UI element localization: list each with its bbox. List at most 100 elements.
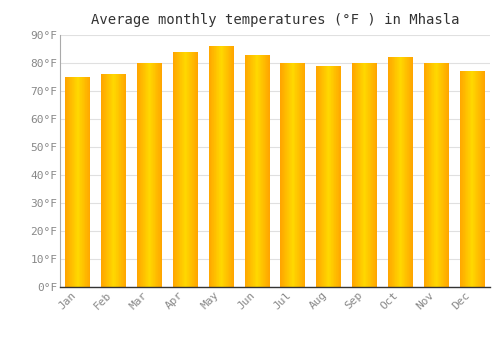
Bar <box>217 46 218 287</box>
Bar <box>106 74 107 287</box>
Bar <box>186 52 188 287</box>
Bar <box>116 74 117 287</box>
Bar <box>102 74 103 287</box>
Bar <box>436 63 437 287</box>
Bar <box>370 63 371 287</box>
Bar <box>250 55 251 287</box>
Bar <box>244 55 245 287</box>
Bar <box>326 66 327 287</box>
Bar <box>232 46 233 287</box>
Bar <box>318 66 320 287</box>
Bar <box>247 55 248 287</box>
Bar <box>430 63 431 287</box>
Bar <box>74 77 75 287</box>
Bar <box>103 74 104 287</box>
Bar <box>255 55 256 287</box>
Bar <box>220 46 221 287</box>
Bar <box>330 66 332 287</box>
Bar <box>189 52 190 287</box>
Bar <box>248 55 249 287</box>
Bar <box>178 52 179 287</box>
Bar <box>196 52 198 287</box>
Bar <box>210 46 211 287</box>
Bar <box>352 63 354 287</box>
Bar <box>376 63 377 287</box>
Bar <box>362 63 364 287</box>
Bar <box>111 74 112 287</box>
Bar <box>368 63 369 287</box>
Bar <box>437 63 438 287</box>
Bar <box>259 55 260 287</box>
Bar <box>336 66 337 287</box>
Bar <box>254 55 255 287</box>
Bar <box>229 46 230 287</box>
Bar <box>122 74 123 287</box>
Bar <box>72 77 73 287</box>
Bar <box>251 55 252 287</box>
Bar <box>464 71 465 287</box>
Bar <box>476 71 477 287</box>
Bar <box>460 71 461 287</box>
Bar <box>120 74 122 287</box>
Bar <box>85 77 86 287</box>
Bar <box>161 63 162 287</box>
Bar <box>156 63 157 287</box>
Bar <box>439 63 440 287</box>
Bar <box>481 71 482 287</box>
Bar <box>262 55 264 287</box>
Bar <box>194 52 195 287</box>
Bar <box>123 74 124 287</box>
Bar <box>426 63 427 287</box>
Bar <box>303 63 304 287</box>
Bar <box>389 57 390 287</box>
Bar <box>175 52 176 287</box>
Bar <box>446 63 447 287</box>
Bar <box>79 77 80 287</box>
Bar <box>296 63 298 287</box>
Bar <box>471 71 472 287</box>
Bar <box>467 71 468 287</box>
Bar <box>173 52 174 287</box>
Bar <box>428 63 430 287</box>
Bar <box>191 52 192 287</box>
Bar <box>398 57 399 287</box>
Bar <box>332 66 333 287</box>
Bar <box>447 63 448 287</box>
Bar <box>322 66 323 287</box>
Bar <box>364 63 365 287</box>
Title: Average monthly temperatures (°F ) in Mhasla: Average monthly temperatures (°F ) in Mh… <box>91 13 459 27</box>
Bar <box>211 46 212 287</box>
Bar <box>432 63 433 287</box>
Bar <box>141 63 142 287</box>
Bar <box>261 55 262 287</box>
Bar <box>195 52 196 287</box>
Bar <box>412 57 413 287</box>
Bar <box>179 52 180 287</box>
Bar <box>154 63 155 287</box>
Bar <box>158 63 159 287</box>
Bar <box>225 46 226 287</box>
Bar <box>146 63 147 287</box>
Bar <box>406 57 408 287</box>
Bar <box>125 74 126 287</box>
Bar <box>212 46 213 287</box>
Bar <box>402 57 403 287</box>
Bar <box>360 63 361 287</box>
Bar <box>477 71 478 287</box>
Bar <box>433 63 434 287</box>
Bar <box>223 46 224 287</box>
Bar <box>257 55 258 287</box>
Bar <box>298 63 299 287</box>
Bar <box>448 63 449 287</box>
Bar <box>321 66 322 287</box>
Bar <box>137 63 138 287</box>
Bar <box>478 71 479 287</box>
Bar <box>391 57 392 287</box>
Bar <box>288 63 289 287</box>
Bar <box>358 63 359 287</box>
Bar <box>149 63 150 287</box>
Bar <box>269 55 270 287</box>
Bar <box>340 66 342 287</box>
Bar <box>226 46 227 287</box>
Bar <box>222 46 223 287</box>
